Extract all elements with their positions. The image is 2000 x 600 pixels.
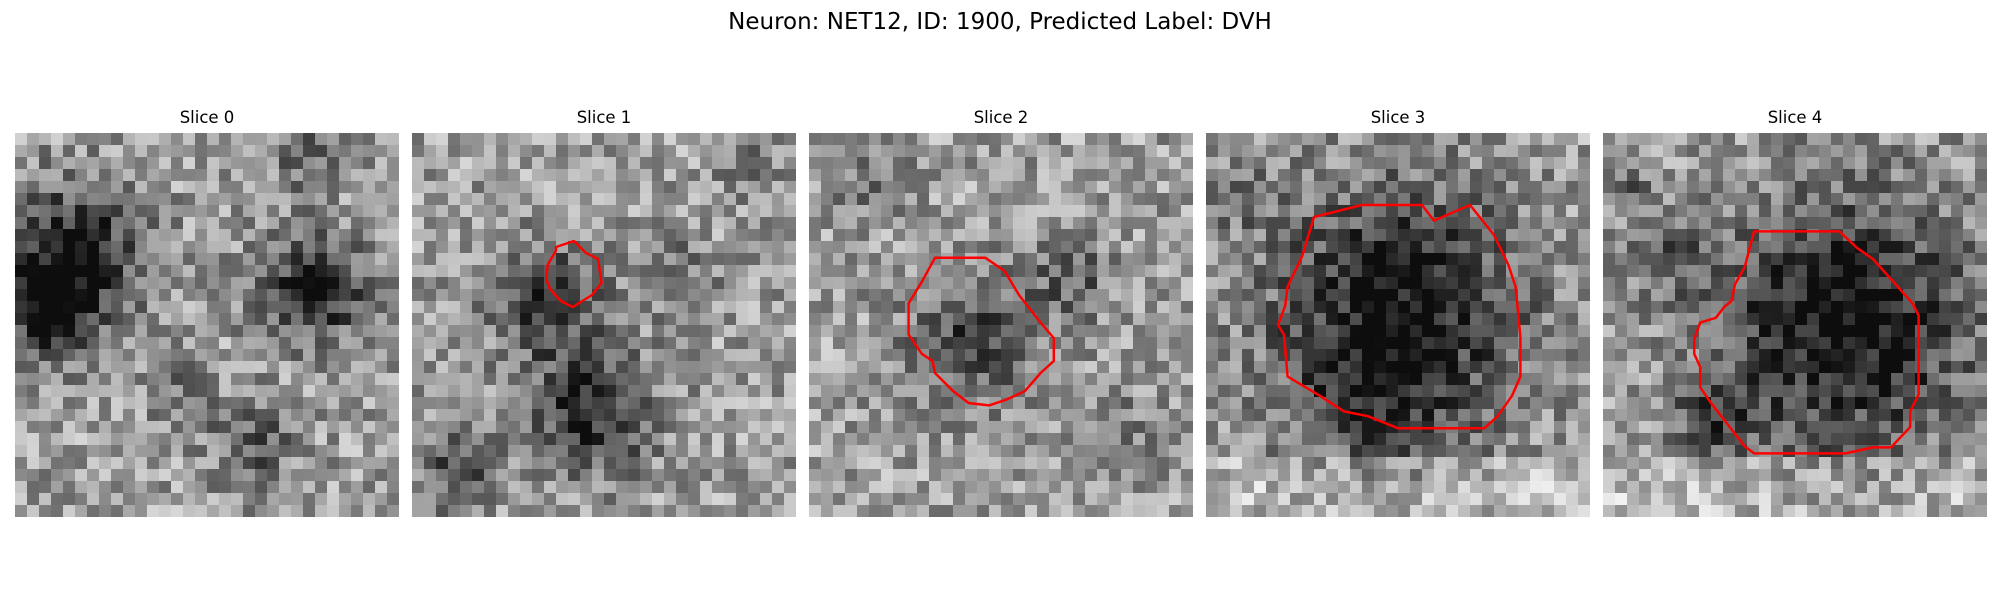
- slice-title-2: Slice 2: [973, 108, 1029, 127]
- slice-panel-0: Slice 0: [15, 108, 399, 517]
- slice-panel-2: Slice 2: [809, 108, 1193, 517]
- slice-image-4: [1603, 133, 1987, 517]
- slice-image-1: [412, 133, 796, 517]
- slice-panel-3: Slice 3: [1206, 108, 1590, 517]
- slice-panel-4: Slice 4: [1603, 108, 1987, 517]
- slice-image-3: [1206, 133, 1590, 517]
- slice-image-2: [809, 133, 1193, 517]
- figure-title: Neuron: NET12, ID: 1900, Predicted Label…: [728, 9, 1272, 35]
- slice-panel-1: Slice 1: [412, 108, 796, 517]
- slice-title-0: Slice 0: [179, 108, 235, 127]
- slice-title-3: Slice 3: [1370, 108, 1426, 127]
- roi-outline: [1692, 230, 1920, 455]
- roi-outline: [907, 256, 1056, 407]
- slice-title-4: Slice 4: [1767, 108, 1823, 127]
- roi-outline: [1276, 203, 1522, 430]
- slice-image-0: [15, 133, 399, 517]
- slice-title-1: Slice 1: [576, 108, 632, 127]
- roi-outline: [545, 239, 603, 309]
